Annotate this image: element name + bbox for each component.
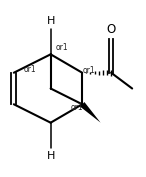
Text: H: H <box>46 16 55 26</box>
Text: or1: or1 <box>24 65 36 74</box>
Polygon shape <box>80 102 101 123</box>
Text: H: H <box>46 151 55 161</box>
Text: or1: or1 <box>83 66 95 75</box>
Text: O: O <box>106 23 116 36</box>
Text: or1: or1 <box>71 103 84 112</box>
Text: or1: or1 <box>55 43 68 52</box>
